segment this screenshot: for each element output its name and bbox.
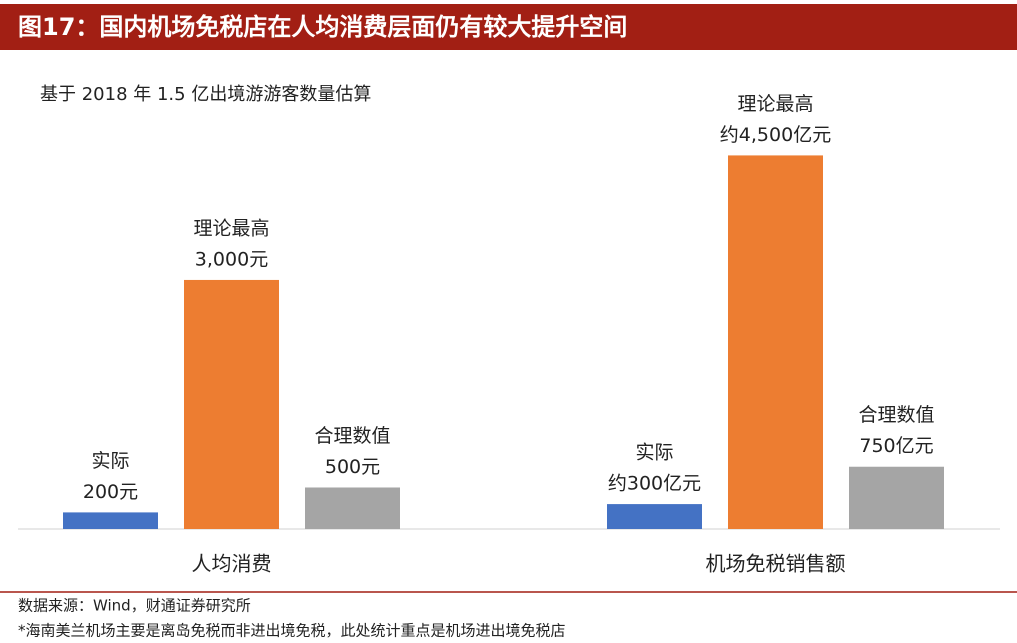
bar [607,504,702,529]
data-label-name: 实际 [91,450,129,472]
data-label: 750亿元 [859,435,933,457]
data-label-name: 合理数值 [314,425,390,447]
data-label: 约4,500亿元 [720,124,831,146]
data-label-name: 理论最高 [193,217,269,239]
footnote: *海南美兰机场主要是离岛免税而非进出境免税，此处统计重点是机场进出境免税店 [18,622,566,640]
bar [849,466,944,529]
x-tick-label: 人均消费 [192,552,272,576]
bar [728,155,823,529]
data-label: 约300亿元 [608,473,701,495]
data-label: 3,000元 [195,248,268,270]
subtitle: 基于 2018 年 1.5 亿出境游游客数量估算 [40,84,371,105]
title-bar [0,4,1017,50]
chart-title: 图17：国内机场免税店在人均消费层面仍有较大提升空间 [18,13,627,41]
data-label: 500元 [325,456,380,478]
data-label-name: 实际 [635,442,673,464]
bar [63,512,158,529]
footnote: 数据来源：Wind，财通证券研究所 [18,597,251,615]
data-label-name: 合理数值 [858,404,934,426]
bar [305,487,400,529]
data-label: 200元 [83,481,138,503]
bar [184,279,279,529]
x-tick-label: 机场免税销售额 [706,552,846,576]
data-label-name: 理论最高 [737,93,813,115]
